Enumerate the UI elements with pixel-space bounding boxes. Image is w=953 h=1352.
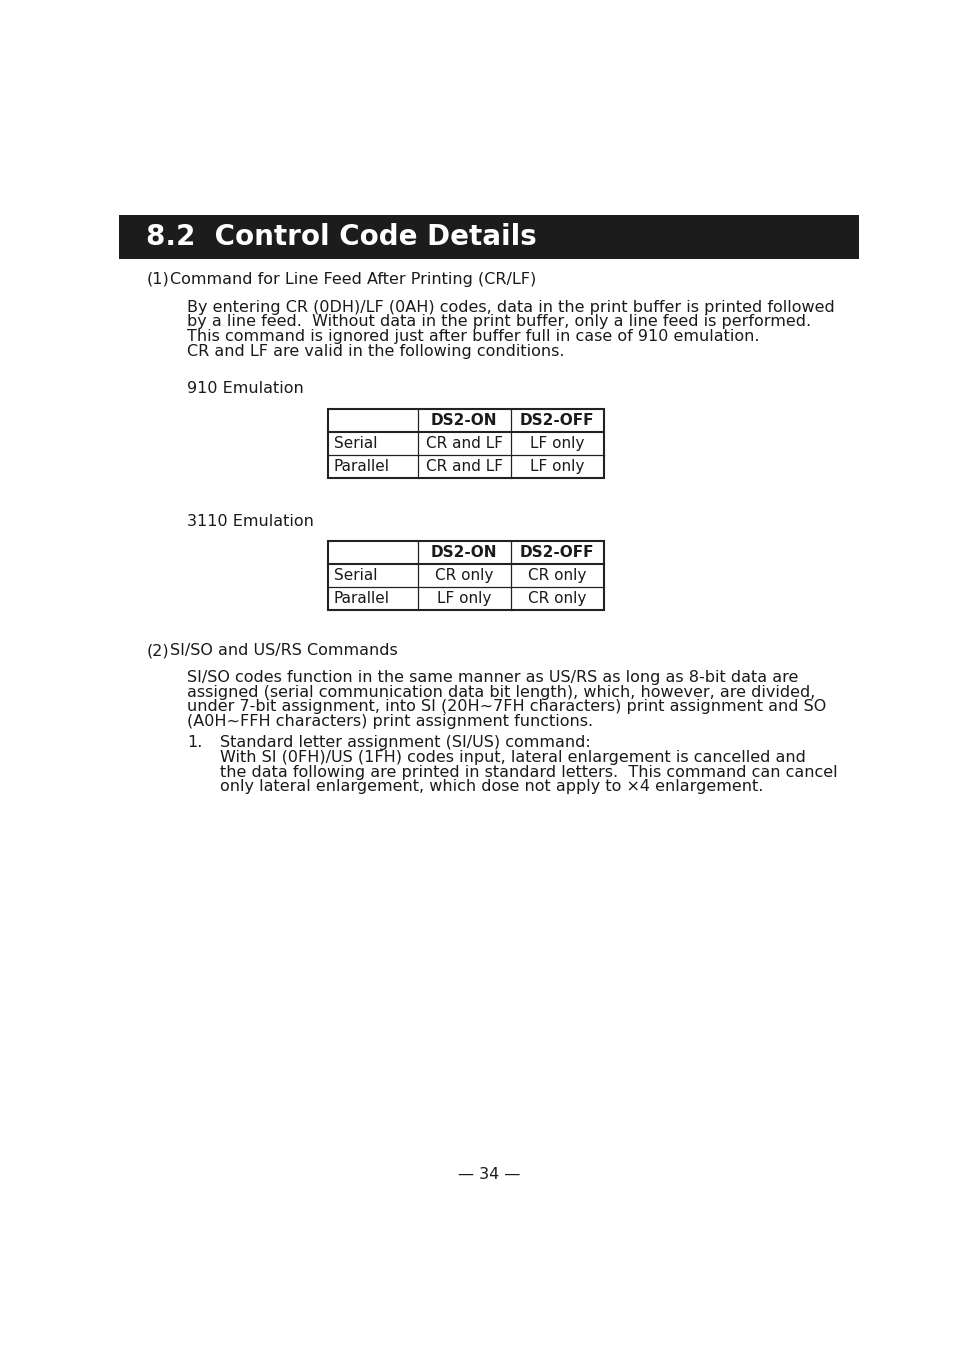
Text: Command for Line Feed After Printing (CR/LF): Command for Line Feed After Printing (CR…	[170, 272, 536, 287]
Text: Standard letter assignment (SI/US) command:: Standard letter assignment (SI/US) comma…	[220, 735, 590, 750]
Text: LF only: LF only	[529, 435, 583, 450]
Text: By entering CR (0DH)/LF (0AH) codes, data in the print buffer is printed followe: By entering CR (0DH)/LF (0AH) codes, dat…	[187, 300, 834, 315]
Text: CR and LF: CR and LF	[425, 435, 502, 450]
Text: CR only: CR only	[527, 591, 586, 606]
Text: Parallel: Parallel	[334, 458, 390, 475]
Text: the data following are printed in standard letters.  This command can cancel: the data following are printed in standa…	[220, 765, 837, 780]
Text: Parallel: Parallel	[334, 591, 390, 606]
Text: under 7-bit assignment, into SI (20H~7FH characters) print assignment and SO: under 7-bit assignment, into SI (20H~7FH…	[187, 699, 826, 714]
Text: SI/SO and US/RS Commands: SI/SO and US/RS Commands	[170, 644, 397, 658]
Text: DS2-OFF: DS2-OFF	[519, 412, 594, 427]
Text: SI/SO codes function in the same manner as US/RS as long as 8-bit data are: SI/SO codes function in the same manner …	[187, 671, 798, 685]
Text: 3110 Emulation: 3110 Emulation	[187, 514, 314, 529]
Text: Serial: Serial	[334, 435, 377, 450]
Text: 1.: 1.	[187, 735, 203, 750]
Text: 8.2  Control Code Details: 8.2 Control Code Details	[146, 223, 537, 251]
Text: This command is ignored just after buffer full in case of 910 emulation.: This command is ignored just after buffe…	[187, 329, 760, 343]
Text: assigned (serial communication data bit length), which, however, are divided,: assigned (serial communication data bit …	[187, 684, 815, 699]
Bar	[119, 215, 858, 260]
Bar	[328, 541, 603, 610]
Text: (1): (1)	[146, 272, 169, 287]
Text: CR and LF: CR and LF	[425, 458, 502, 475]
Text: CR only: CR only	[435, 568, 493, 583]
Text: CR and LF are valid in the following conditions.: CR and LF are valid in the following con…	[187, 343, 564, 358]
Text: LF only: LF only	[529, 458, 583, 475]
Text: 910 Emulation: 910 Emulation	[187, 381, 304, 396]
Text: (A0H~FFH characters) print assignment functions.: (A0H~FFH characters) print assignment fu…	[187, 714, 593, 729]
Text: only lateral enlargement, which dose not apply to ×4 enlargement.: only lateral enlargement, which dose not…	[220, 779, 762, 795]
Text: — 34 —: — 34 —	[457, 1167, 519, 1182]
Text: DS2-ON: DS2-ON	[431, 412, 497, 427]
Text: by a line feed.  Without data in the print buffer, only a line feed is performed: by a line feed. Without data in the prin…	[187, 314, 811, 330]
Text: LF only: LF only	[436, 591, 491, 606]
Text: With SI (0FH)/US (1FH) codes input, lateral enlargement is cancelled and: With SI (0FH)/US (1FH) codes input, late…	[220, 750, 805, 765]
Text: (2): (2)	[146, 644, 169, 658]
Text: CR only: CR only	[527, 568, 586, 583]
Text: DS2-OFF: DS2-OFF	[519, 545, 594, 560]
Text: DS2-ON: DS2-ON	[431, 545, 497, 560]
Bar	[328, 408, 603, 479]
Text: Serial: Serial	[334, 568, 377, 583]
